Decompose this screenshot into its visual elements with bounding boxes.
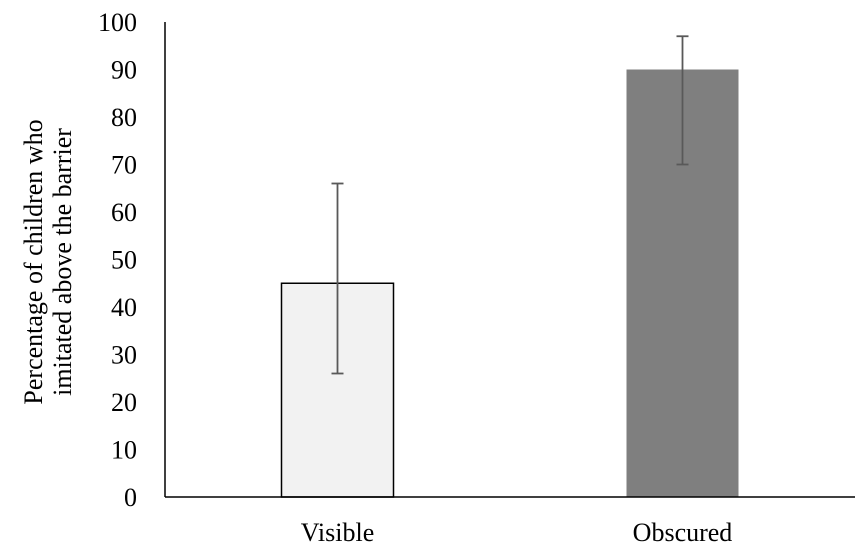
y-tick-label: 40 [111, 293, 137, 322]
y-tick-label: 0 [124, 483, 137, 512]
y-tick-label: 60 [111, 198, 137, 227]
y-axis-title-line-2: imitated above the barrier [48, 128, 77, 396]
y-tick-label: 20 [111, 388, 137, 417]
y-tick-label: 50 [111, 246, 137, 275]
x-category-label: Visible [301, 518, 375, 547]
axes [164, 22, 855, 498]
x-axis-labels: Visible Obscured [301, 518, 733, 547]
y-tick-label: 70 [111, 151, 137, 180]
y-tick-label: 100 [98, 8, 137, 37]
y-tick-label: 80 [111, 103, 137, 132]
y-tick-label: 30 [111, 341, 137, 370]
bars [280, 69, 739, 498]
error-bars [331, 35, 689, 375]
y-tick-label: 10 [111, 436, 137, 465]
y-axis-title: Percentage of children who imitated abov… [19, 119, 77, 404]
y-axis-title-line-1: Percentage of children who [19, 119, 48, 404]
x-category-label: Obscured [633, 518, 733, 547]
y-tick-label: 90 [111, 56, 137, 85]
y-axis-ticks: 0 10 20 30 40 50 60 70 80 90 100 [98, 8, 137, 512]
